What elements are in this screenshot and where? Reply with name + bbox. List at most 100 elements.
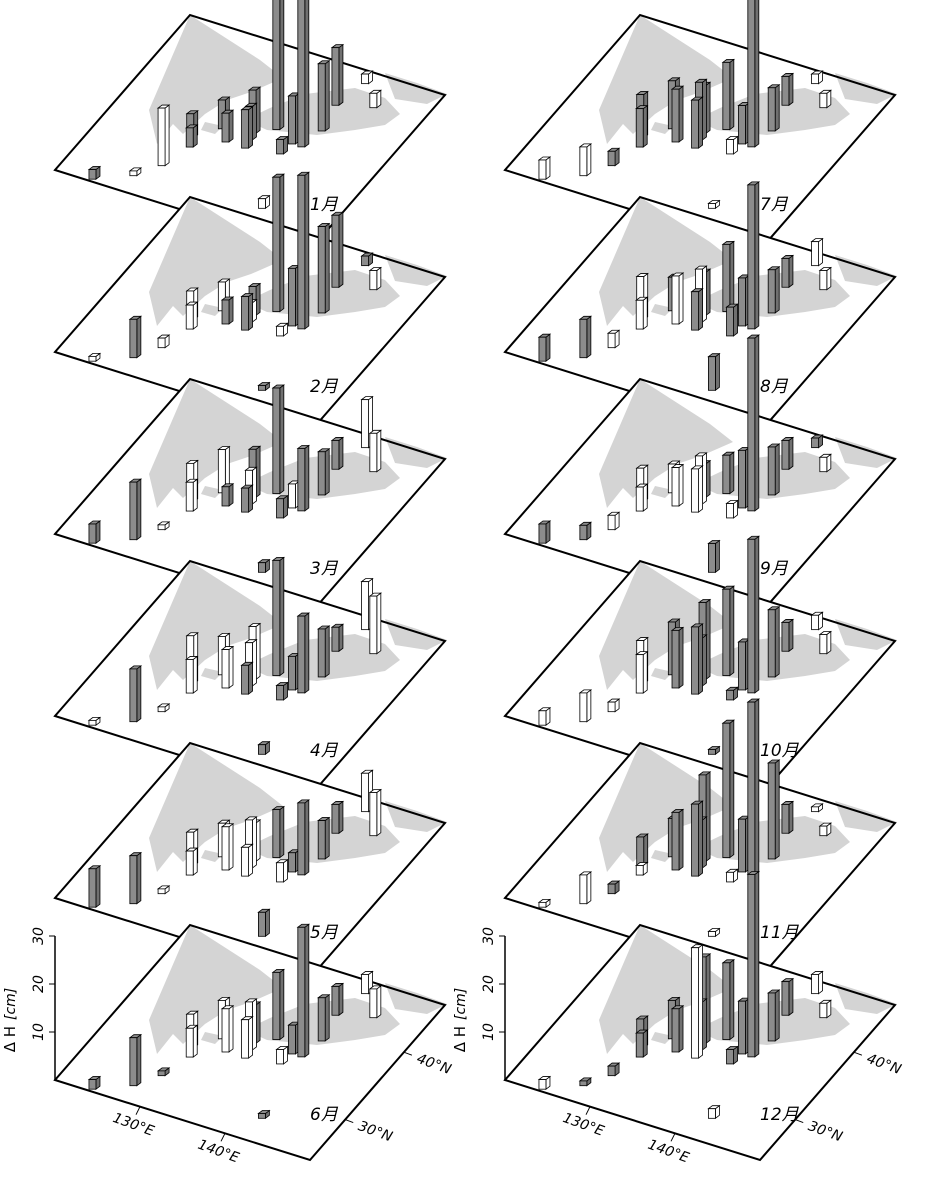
bar [360,252,374,267]
bar-side [788,977,794,1017]
bar-side [228,296,234,325]
bar [87,520,102,544]
lon-tick [135,1106,141,1115]
bar-front [607,150,616,167]
panel: 9月 [503,334,897,616]
bar-front [257,562,266,573]
bar-side [818,237,823,267]
bar-front [361,399,369,449]
bar-side [324,59,330,132]
bar-front [129,170,138,177]
bar-side [279,384,285,495]
bar-front [288,852,296,873]
bar [746,334,761,512]
lat-tick-label: 30°N [806,1118,845,1145]
bar-front [635,486,644,512]
month-label: 1月 [310,195,339,215]
bar-front [129,1037,138,1087]
bar-front [317,451,326,496]
bar [725,1045,739,1065]
bar-side [192,301,198,330]
bar [156,334,171,349]
bar-side [754,334,760,512]
bar [128,478,143,541]
bar-front [579,1080,588,1087]
panel: 5月 [53,741,447,980]
bar-side [586,871,592,905]
bar-front [726,1049,734,1065]
bar-side [376,266,382,291]
lon-tick-label: 130°E [561,1110,607,1140]
bar [271,173,286,313]
z-tick-label: 10 [31,1023,47,1041]
z-tick-label: 30 [31,927,47,945]
bar [185,124,199,148]
bar-front [781,76,790,106]
bar-front [185,659,194,694]
bar-front [738,641,746,691]
bar [240,661,254,695]
bar-side [279,556,285,677]
bar-side [248,484,253,513]
bar-front [276,685,284,701]
month-label: 3月 [310,559,339,579]
bar-side [678,463,684,507]
bar-front [129,668,138,723]
bar-side [642,483,648,512]
bar-front [707,931,716,937]
bar-front [726,139,734,155]
panel: 2月 [53,171,447,434]
bar [721,240,736,313]
z-tick-label: 20 [481,975,497,993]
bar-side [788,436,794,471]
bar [220,109,235,143]
bar-front [691,468,699,513]
bar [257,908,271,938]
bar-front [635,865,644,876]
bar-side [283,858,288,883]
bar-front [272,560,281,677]
bar-side [788,72,794,107]
bar [810,70,824,85]
month-label: 11月 [760,923,800,943]
bar-side [643,833,649,867]
panel: 1月 [53,0,447,252]
bar [818,89,833,109]
bar-front [288,95,296,145]
bar-side [586,689,592,723]
bar-side [252,998,257,1051]
bar [746,698,761,876]
panel: 6月 10 20 30 Δ H [cm] 130°E 140°E 30°N 40°N [1,923,454,1166]
bar-front [722,454,731,495]
bar [271,968,286,1041]
bar-front [331,47,340,106]
bar-side [788,800,794,835]
bar-front [241,1019,249,1059]
panel: 8月 [503,181,897,434]
bar-front [276,862,284,883]
bar [368,266,383,291]
lon-tick [220,1133,226,1142]
bar-front [767,269,776,314]
bar-front [276,1049,284,1065]
bar [766,265,781,314]
lat-tick [403,1051,413,1056]
bar-front [726,306,734,337]
bar [810,803,824,813]
bar-side [304,0,310,148]
bar-front [288,483,296,509]
bar-front [579,146,588,177]
bar [368,89,383,109]
bar-front [331,214,340,288]
bar [156,885,171,895]
bar-front [635,108,644,148]
bar-front [738,105,746,145]
bar-front [635,654,644,694]
lon-tick-label: 130°E [111,1110,157,1140]
bar-side [252,816,257,869]
bar-front [707,1108,716,1119]
bar-side [376,592,382,655]
panel: 3月 [53,377,447,616]
bar [368,985,383,1019]
